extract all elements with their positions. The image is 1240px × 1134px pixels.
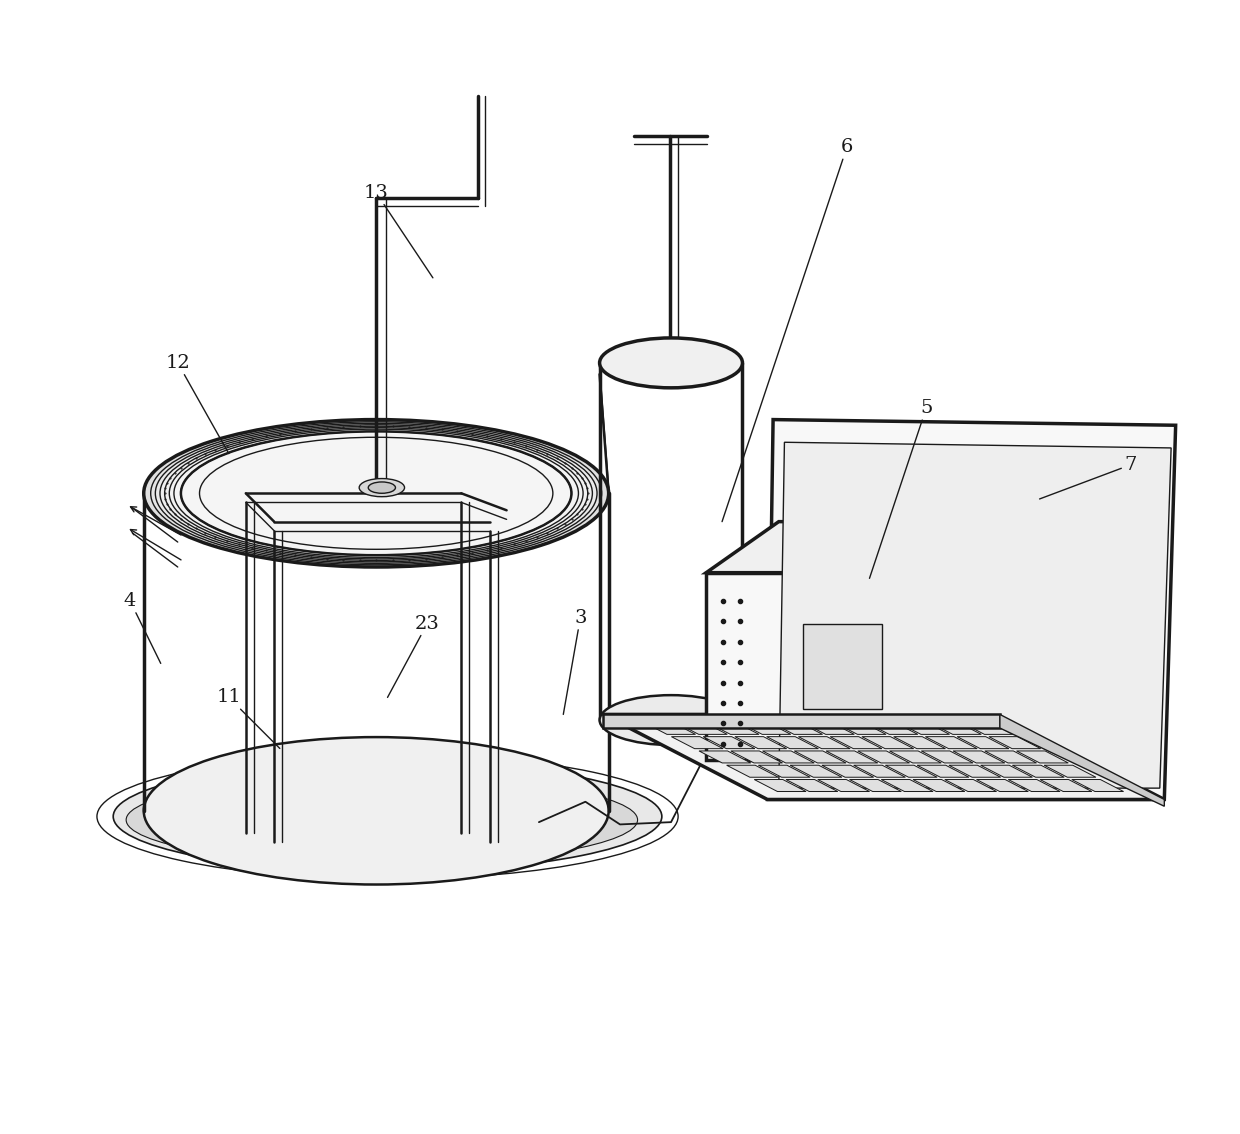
- Polygon shape: [977, 779, 1028, 792]
- Polygon shape: [990, 737, 1040, 748]
- Polygon shape: [894, 737, 945, 748]
- Polygon shape: [858, 751, 910, 763]
- Polygon shape: [1044, 765, 1096, 777]
- Polygon shape: [889, 751, 941, 763]
- Text: 6: 6: [722, 138, 853, 522]
- Ellipse shape: [360, 479, 404, 497]
- Ellipse shape: [126, 776, 637, 864]
- Polygon shape: [885, 765, 937, 777]
- Polygon shape: [603, 714, 1164, 799]
- Polygon shape: [822, 765, 874, 777]
- Polygon shape: [913, 779, 965, 792]
- Ellipse shape: [113, 761, 662, 872]
- Polygon shape: [802, 624, 882, 709]
- Polygon shape: [802, 722, 854, 735]
- Polygon shape: [763, 751, 815, 763]
- Ellipse shape: [368, 482, 396, 493]
- Polygon shape: [1008, 779, 1060, 792]
- Polygon shape: [849, 779, 901, 792]
- Ellipse shape: [600, 338, 743, 388]
- Polygon shape: [981, 765, 1033, 777]
- Polygon shape: [790, 765, 842, 777]
- Ellipse shape: [144, 737, 609, 885]
- Ellipse shape: [181, 431, 572, 556]
- Polygon shape: [699, 751, 750, 763]
- Polygon shape: [730, 751, 782, 763]
- Polygon shape: [835, 722, 887, 735]
- Ellipse shape: [165, 426, 588, 560]
- Polygon shape: [999, 714, 1164, 806]
- Polygon shape: [866, 722, 918, 735]
- Text: 23: 23: [388, 615, 440, 697]
- Ellipse shape: [170, 428, 583, 559]
- Polygon shape: [1012, 765, 1064, 777]
- Polygon shape: [985, 751, 1037, 763]
- Ellipse shape: [155, 423, 596, 564]
- Polygon shape: [766, 737, 818, 748]
- Polygon shape: [921, 751, 973, 763]
- Ellipse shape: [600, 695, 743, 745]
- Text: 13: 13: [363, 184, 433, 278]
- Polygon shape: [888, 522, 960, 760]
- Text: 5: 5: [869, 399, 932, 578]
- Polygon shape: [1017, 751, 1069, 763]
- Polygon shape: [754, 779, 806, 792]
- Polygon shape: [853, 765, 905, 777]
- Ellipse shape: [144, 420, 609, 567]
- Ellipse shape: [151, 422, 601, 565]
- Polygon shape: [795, 751, 846, 763]
- Polygon shape: [603, 714, 999, 728]
- Polygon shape: [644, 722, 696, 735]
- Polygon shape: [771, 722, 822, 735]
- Polygon shape: [707, 522, 960, 573]
- Polygon shape: [707, 722, 759, 735]
- Polygon shape: [768, 420, 1176, 799]
- Polygon shape: [671, 737, 723, 748]
- Polygon shape: [882, 779, 932, 792]
- Polygon shape: [786, 779, 838, 792]
- Polygon shape: [930, 722, 981, 735]
- Text: 12: 12: [165, 354, 228, 454]
- Polygon shape: [1071, 779, 1123, 792]
- Ellipse shape: [160, 425, 593, 561]
- Polygon shape: [918, 765, 968, 777]
- Text: 7: 7: [1039, 456, 1137, 499]
- Polygon shape: [799, 737, 851, 748]
- Polygon shape: [949, 765, 1001, 777]
- Polygon shape: [945, 779, 997, 792]
- Polygon shape: [676, 722, 728, 735]
- Polygon shape: [817, 779, 869, 792]
- Polygon shape: [739, 722, 791, 735]
- Polygon shape: [925, 737, 977, 748]
- Ellipse shape: [174, 429, 578, 558]
- Polygon shape: [961, 722, 1013, 735]
- Text: 3: 3: [563, 609, 587, 714]
- Polygon shape: [727, 765, 779, 777]
- Polygon shape: [735, 737, 786, 748]
- Polygon shape: [862, 737, 914, 748]
- Polygon shape: [703, 737, 755, 748]
- Polygon shape: [759, 765, 810, 777]
- Polygon shape: [957, 737, 1009, 748]
- Polygon shape: [830, 737, 882, 748]
- Text: 4: 4: [124, 592, 161, 663]
- Polygon shape: [1040, 779, 1091, 792]
- Polygon shape: [954, 751, 1004, 763]
- Text: 11: 11: [217, 688, 280, 748]
- Polygon shape: [707, 573, 888, 760]
- Polygon shape: [826, 751, 878, 763]
- Polygon shape: [898, 722, 950, 735]
- Polygon shape: [779, 442, 1171, 788]
